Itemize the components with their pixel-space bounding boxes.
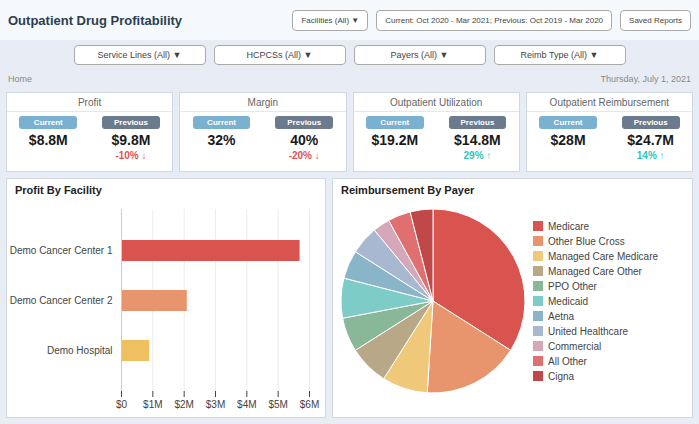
html-text:-20% ↓: -20% ↓ xyxy=(288,150,320,161)
svg-text:$1M: $1M xyxy=(143,399,162,410)
svg-text:$0: $0 xyxy=(116,399,128,410)
svg-text:Demo Cancer Center 1: Demo Cancer Center 1 xyxy=(10,245,113,256)
svg-text:$6M: $6M xyxy=(300,399,319,410)
html-text:Medicare: Medicare xyxy=(548,220,590,232)
svg-text:$4M: $4M xyxy=(237,399,256,410)
svg-text:Demo Cancer Center 2: Demo Cancer Center 2 xyxy=(10,295,113,306)
html-text:Reimbursement By Payer: Reimbursement By Payer xyxy=(341,184,475,196)
html-text:Service Lines (All) ▼: Service Lines (All) ▼ xyxy=(97,50,182,60)
html-text:Thursday, July 1, 2021: Thursday, July 1, 2021 xyxy=(600,74,691,84)
html-text:Current: Current xyxy=(207,118,236,127)
html-text:Previous: Previous xyxy=(633,118,668,127)
svg-text:Demo Hospital: Demo Hospital xyxy=(47,345,113,356)
html-text:-10% ↓: -10% ↓ xyxy=(115,150,147,161)
html-text:Current: Current xyxy=(33,118,63,127)
svg-text:$5M: $5M xyxy=(268,399,287,410)
html-text:Current: Current xyxy=(380,118,410,127)
html-text:$14.8M: $14.8M xyxy=(454,132,501,148)
svg-text:$2M: $2M xyxy=(174,399,193,410)
html-text:Outpatient Drug Profitability: Outpatient Drug Profitability xyxy=(8,12,183,28)
html-text:Current: Current xyxy=(553,118,583,127)
html-text:Commercial: Commercial xyxy=(548,340,602,352)
html-text:PPO Other: PPO Other xyxy=(548,280,597,292)
html-text:$24.7M: $24.7M xyxy=(627,132,674,148)
html-text:32%: 32% xyxy=(207,132,236,148)
html-text:Cigna: Cigna xyxy=(548,370,575,382)
html-text:29% ↑: 29% ↑ xyxy=(463,150,492,161)
svg-text:$3M: $3M xyxy=(206,399,225,410)
html-text:$19.2M: $19.2M xyxy=(371,132,419,148)
html-text:Payers (All) ▼: Payers (All) ▼ xyxy=(390,50,449,60)
html-text:Margin: Margin xyxy=(247,97,279,108)
html-text:Aetna: Aetna xyxy=(548,310,575,322)
html-text:United Healthcare: United Healthcare xyxy=(548,325,628,337)
html-text:40%: 40% xyxy=(290,132,319,148)
html-text:Profit By Facility: Profit By Facility xyxy=(15,184,102,196)
html-text:Managed Care Medicare: Managed Care Medicare xyxy=(548,250,659,262)
html-text:Previous: Previous xyxy=(287,118,322,127)
html-text:HCPCSs (All) ▼: HCPCSs (All) ▼ xyxy=(246,50,313,60)
html-text:Saved Reports: Saved Reports xyxy=(629,15,682,25)
html-text:$28M: $28M xyxy=(550,132,586,148)
html-text:Managed Care Other: Managed Care Other xyxy=(548,265,642,277)
html-text:Previous: Previous xyxy=(460,118,495,127)
html-text:Other Blue Cross: Other Blue Cross xyxy=(548,235,625,247)
html-text:Profit: Profit xyxy=(78,97,102,108)
html-text:Medicaid: Medicaid xyxy=(548,295,588,307)
html-text:All Other: All Other xyxy=(548,355,587,367)
html-text:14% ↑: 14% ↑ xyxy=(636,150,665,161)
html-text:$9.8M: $9.8M xyxy=(111,132,151,148)
html-text:Previous: Previous xyxy=(114,118,148,127)
html-text:$8.8M: $8.8M xyxy=(28,132,68,148)
html-text:Outpatient Utilization: Outpatient Utilization xyxy=(390,97,483,108)
html-text:Outpatient Reimbursement: Outpatient Reimbursement xyxy=(549,97,670,108)
html-text:Home: Home xyxy=(8,74,32,84)
html-text:Reimb Type (All) ▼: Reimb Type (All) ▼ xyxy=(520,50,599,60)
html-text:Facilities (All) ▼: Facilities (All) ▼ xyxy=(301,15,360,25)
html-text:Current: Oct 2020 - Mar 2021;: Current: Oct 2020 - Mar 2021; Previous: … xyxy=(385,15,604,25)
